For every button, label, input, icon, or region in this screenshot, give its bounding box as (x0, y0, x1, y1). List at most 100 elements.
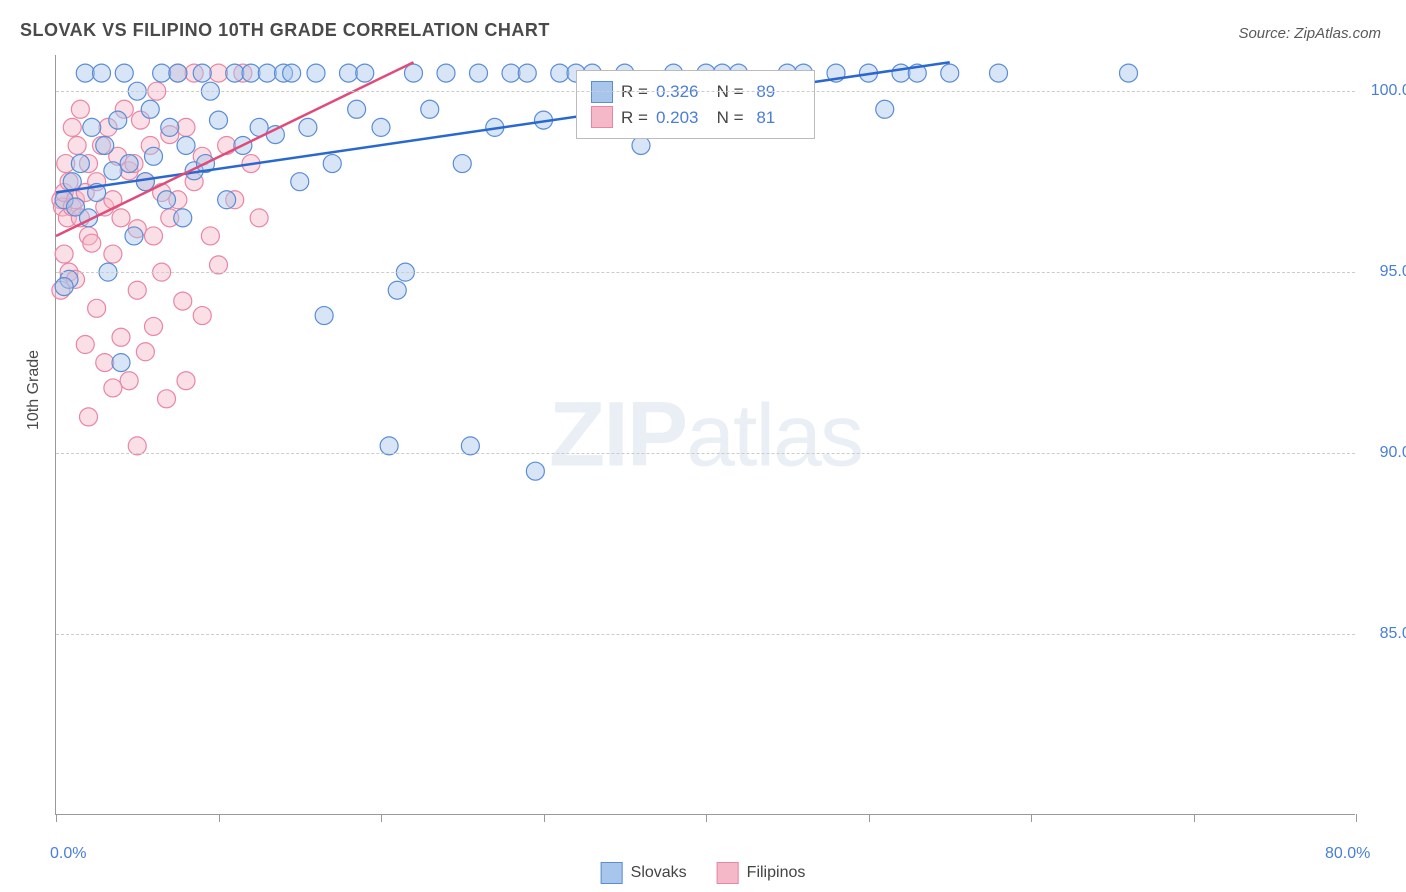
gridline (56, 634, 1355, 635)
data-point (115, 64, 133, 82)
data-point (283, 64, 301, 82)
legend-n-label: N = (712, 105, 744, 131)
data-point (112, 328, 130, 346)
x-tick (869, 814, 870, 822)
data-point (201, 227, 219, 245)
data-point (141, 100, 159, 118)
data-point (1120, 64, 1138, 82)
data-point (291, 173, 309, 191)
x-tick (381, 814, 382, 822)
data-point (93, 64, 111, 82)
x-tick (706, 814, 707, 822)
legend-n-value: 81 (752, 105, 800, 131)
data-point (174, 292, 192, 310)
scatter-plot-svg (56, 55, 1355, 814)
data-point (125, 227, 143, 245)
gridline (56, 272, 1355, 273)
gridline (56, 453, 1355, 454)
data-point (990, 64, 1008, 82)
plot-area: ZIPatlas R =0.326 N = 89R =0.203 N = 81 … (55, 55, 1355, 815)
data-point (158, 390, 176, 408)
chart-title: SLOVAK VS FILIPINO 10TH GRADE CORRELATIO… (20, 20, 550, 41)
data-point (145, 227, 163, 245)
data-point (372, 118, 390, 136)
data-point (340, 64, 358, 82)
data-point (169, 64, 187, 82)
data-point (83, 118, 101, 136)
data-point (177, 372, 195, 390)
data-point (388, 281, 406, 299)
gridline (56, 91, 1355, 92)
data-point (323, 155, 341, 173)
data-point (437, 64, 455, 82)
data-point (63, 118, 81, 136)
bottom-legend-item: Filipinos (717, 862, 806, 884)
data-point (226, 64, 244, 82)
data-point (348, 100, 366, 118)
data-point (136, 343, 154, 361)
data-point (518, 64, 536, 82)
legend-r-label: R = (621, 105, 648, 131)
x-tick (1194, 814, 1195, 822)
data-point (71, 155, 89, 173)
data-point (299, 118, 317, 136)
legend-r-value: 0.203 (656, 105, 704, 131)
data-point (120, 372, 138, 390)
data-point (109, 111, 127, 129)
data-point (307, 64, 325, 82)
data-point (470, 64, 488, 82)
data-point (405, 64, 423, 82)
data-point (218, 191, 236, 209)
data-point (356, 64, 374, 82)
data-point (502, 64, 520, 82)
data-point (315, 307, 333, 325)
data-point (112, 209, 130, 227)
y-tick-label: 90.0% (1365, 444, 1406, 462)
y-tick-label: 100.0% (1365, 82, 1406, 100)
legend-swatch (591, 106, 613, 128)
data-point (145, 147, 163, 165)
y-tick-label: 85.0% (1365, 625, 1406, 643)
data-point (55, 278, 73, 296)
data-point (96, 136, 114, 154)
y-axis-title: 10th Grade (25, 350, 43, 430)
stats-legend-box: R =0.326 N = 89R =0.203 N = 81 (576, 70, 815, 139)
data-point (96, 354, 114, 372)
data-point (193, 307, 211, 325)
data-point (63, 173, 81, 191)
data-point (88, 299, 106, 317)
x-tick (219, 814, 220, 822)
data-point (174, 209, 192, 227)
legend-series-name: Filipinos (747, 864, 806, 882)
data-point (104, 245, 122, 263)
data-point (153, 64, 171, 82)
data-point (210, 64, 228, 82)
data-point (526, 462, 544, 480)
data-point (76, 336, 94, 354)
legend-swatch (717, 862, 739, 884)
data-point (876, 100, 894, 118)
data-point (83, 234, 101, 252)
data-point (120, 155, 138, 173)
data-point (242, 64, 260, 82)
x-axis-max-label: 80.0% (1325, 845, 1370, 863)
data-point (193, 64, 211, 82)
y-tick-label: 95.0% (1365, 263, 1406, 281)
data-point (250, 209, 268, 227)
x-axis-min-label: 0.0% (50, 845, 86, 863)
legend-row: R = 0.203 N = 81 (591, 105, 800, 131)
legend-swatch (601, 862, 623, 884)
data-point (258, 64, 276, 82)
data-point (76, 64, 94, 82)
data-point (892, 64, 910, 82)
data-point (128, 281, 146, 299)
x-tick (1031, 814, 1032, 822)
data-point (453, 155, 471, 173)
legend-series-name: Slovaks (631, 864, 687, 882)
x-tick (1356, 814, 1357, 822)
data-point (177, 136, 195, 154)
data-point (112, 354, 130, 372)
data-point (551, 64, 569, 82)
data-point (210, 111, 228, 129)
data-point (71, 100, 89, 118)
